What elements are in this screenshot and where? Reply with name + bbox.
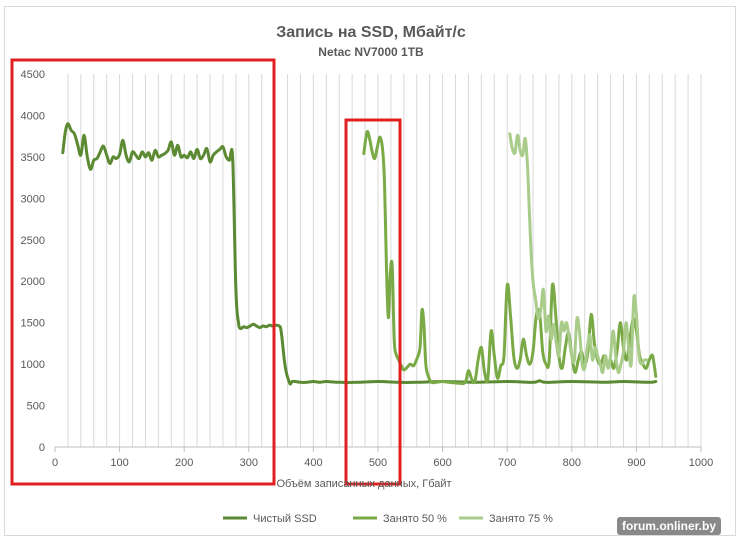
y-tick-label: 4500: [21, 69, 45, 81]
highlight-box-clean: [10, 58, 276, 486]
series-line-3: [508, 132, 649, 375]
legend-label-2: Занято 50 %: [383, 513, 447, 525]
chart-title: Запись на SSD, Мбайт/с: [276, 24, 466, 41]
x-tick-label: 600: [433, 457, 451, 469]
highlight-boxes: [10, 58, 402, 486]
series-lines: [61, 122, 658, 386]
legend-label-1: Чистый SSD: [253, 513, 317, 525]
x-tick-label: 400: [304, 457, 322, 469]
x-tick-label: 0: [52, 457, 58, 469]
x-tick-label: 1000: [689, 457, 713, 469]
chart-subtitle: Netac NV7000 1TB: [318, 45, 424, 59]
chart-frame: Запись на SSD, Мбайт/с Netac NV7000 1TB …: [4, 6, 736, 536]
x-tick-label: 200: [175, 457, 193, 469]
y-tick-label: 500: [27, 401, 45, 413]
highlight-box-50: [344, 118, 402, 486]
x-axis-label: Объём записанных данных, Гбайт: [276, 478, 451, 490]
x-tick-label: 500: [369, 457, 387, 469]
y-tick-label: 3000: [21, 193, 45, 205]
x-tick-label: 100: [110, 457, 128, 469]
y-tick-label: 2500: [21, 235, 45, 247]
axes: 0 100 200 300 400 500 600 700 800 900 1000 0 500 1000…: [21, 69, 714, 469]
y-tick-label: 2000: [21, 276, 45, 288]
line-chart: Запись на SSD, Мбайт/с Netac NV7000 1TB …: [10, 24, 714, 525]
y-tick-label: 0: [39, 442, 45, 454]
legend: Чистый SSD Занято 50 % Занято 75 %: [223, 513, 553, 525]
series-line-1: [61, 122, 658, 386]
legend-label-3: Занято 75 %: [489, 513, 553, 525]
x-tick-label: 800: [563, 457, 581, 469]
y-tick-label: 1500: [21, 318, 45, 330]
x-tick-label: 300: [240, 457, 258, 469]
grid: [67, 74, 702, 447]
x-tick-label: 700: [498, 457, 516, 469]
y-tick-label: 1000: [21, 359, 45, 371]
x-tick-label: 900: [627, 457, 645, 469]
y-tick-label: 4000: [21, 110, 45, 122]
y-tick-label: 3500: [21, 152, 45, 164]
watermark: forum.onliner.by: [616, 517, 721, 535]
